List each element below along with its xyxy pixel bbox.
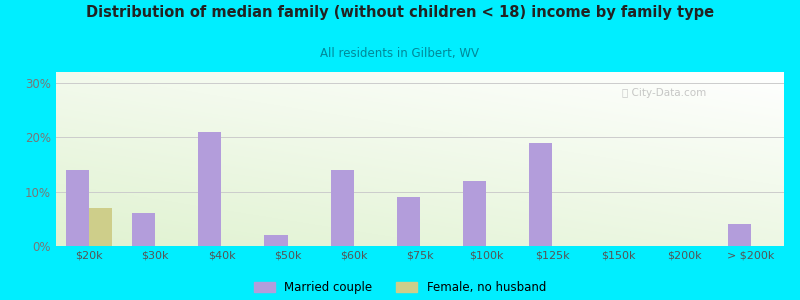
Text: Distribution of median family (without children < 18) income by family type: Distribution of median family (without c… (86, 4, 714, 20)
Bar (132, 213, 155, 246)
Bar (530, 143, 552, 246)
Legend: Married couple, Female, no husband: Married couple, Female, no husband (254, 281, 546, 294)
Bar (397, 197, 420, 246)
Bar (728, 224, 751, 246)
Text: All residents in Gilbert, WV: All residents in Gilbert, WV (321, 46, 479, 59)
Bar (198, 132, 222, 246)
Bar (66, 170, 89, 246)
Bar (463, 181, 486, 246)
Text: ⓘ City-Data.com: ⓘ City-Data.com (622, 88, 706, 98)
Bar (330, 170, 354, 246)
Bar (89, 208, 112, 246)
Bar (265, 235, 288, 246)
